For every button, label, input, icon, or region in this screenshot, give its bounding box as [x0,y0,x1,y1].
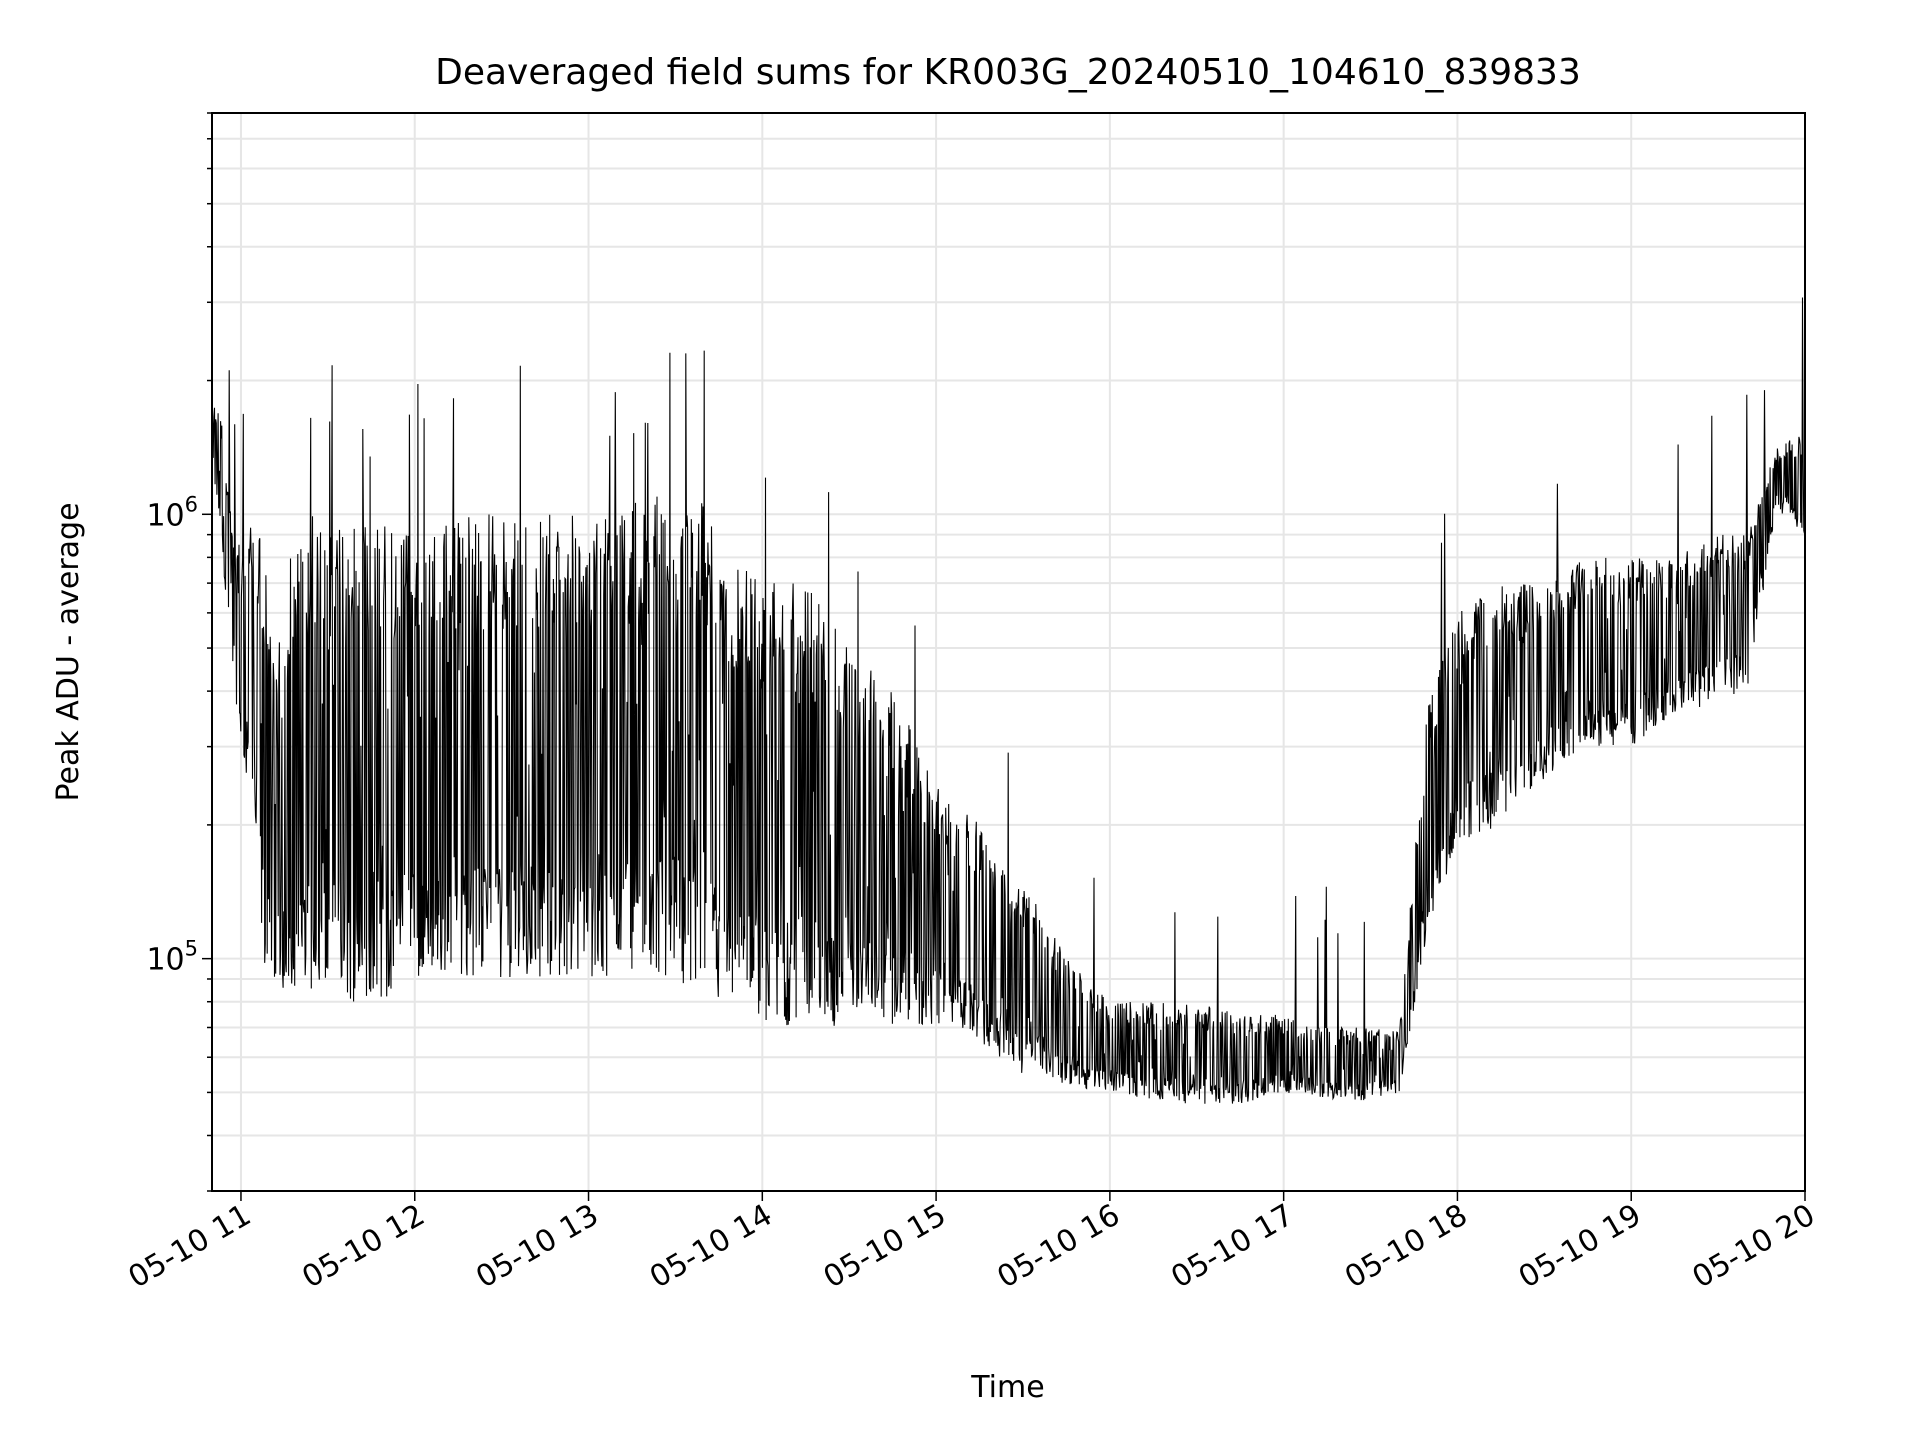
y-tick-label: 105 [146,937,198,978]
plot-frame [211,112,1806,1192]
y-tick-exponent: 5 [185,937,198,961]
y-tick-label: 106 [146,492,198,533]
y-axis-label: Peak ADU - average [51,502,86,801]
chart-title: Deaveraged field sums for KR003G_2024051… [435,52,1581,93]
y-tick-exponent: 6 [185,492,198,516]
y-tick-base: 10 [146,498,184,533]
y-tick-base: 10 [146,943,184,978]
x-axis-label: Time [970,1370,1044,1405]
data-series [211,297,1806,1104]
series-line [211,297,1806,1104]
